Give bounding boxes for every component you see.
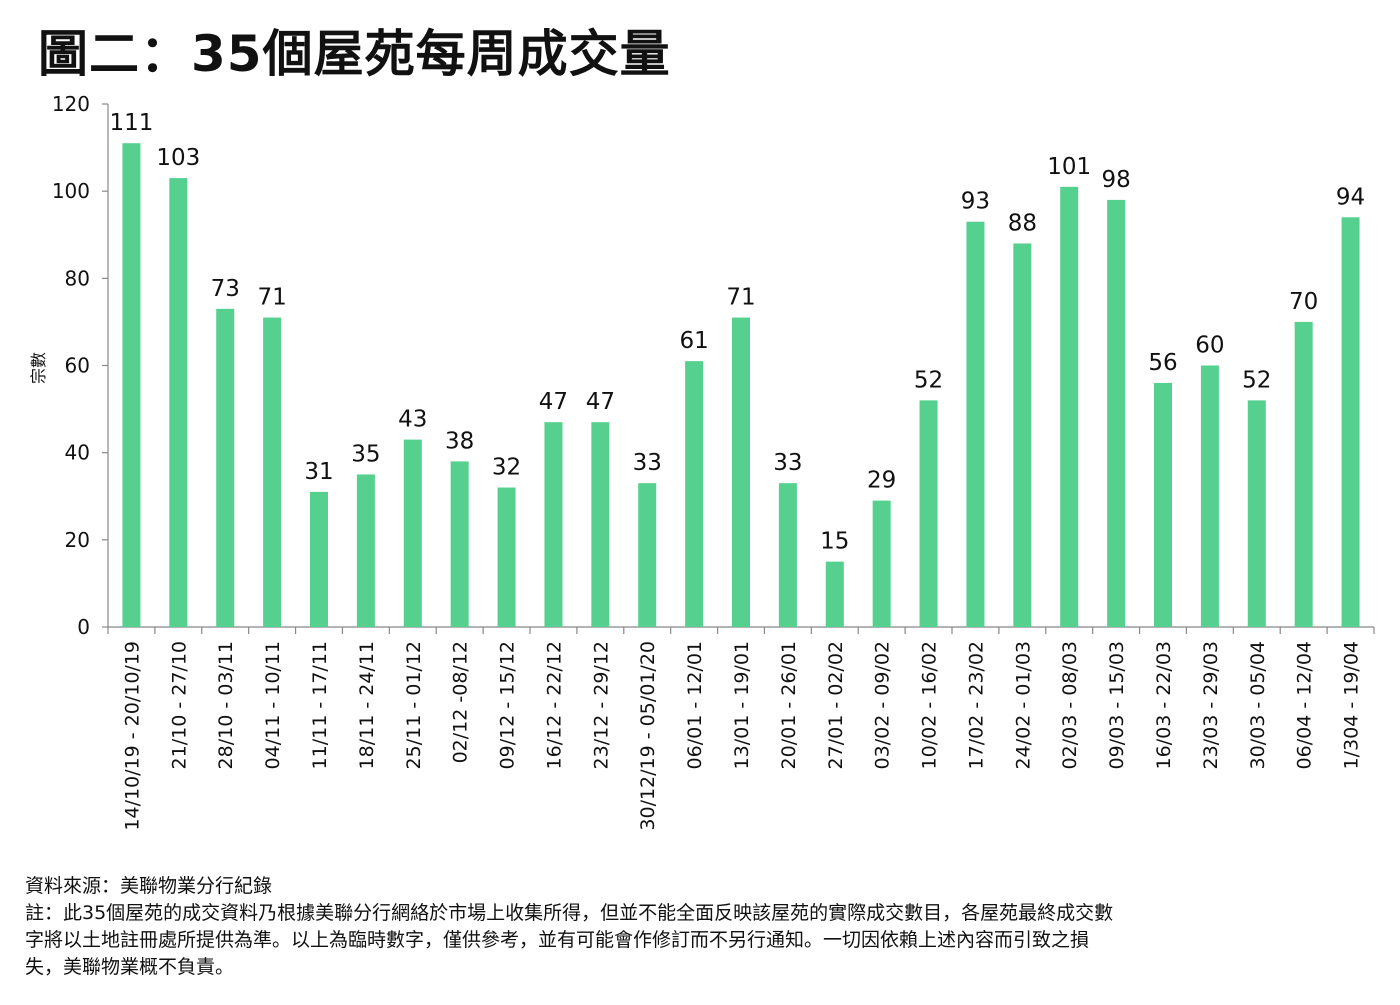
y-tick-label: 80 xyxy=(65,266,90,290)
data-label: 94 xyxy=(1336,184,1365,210)
category-label: 1/304 - 19/04 xyxy=(1341,641,1363,769)
disclaimer-line-3: 失，美聯物業概不負責。 xyxy=(25,956,235,978)
category-label: 20/01 - 26/01 xyxy=(778,641,800,769)
data-label: 103 xyxy=(156,145,200,171)
y-tick-label: 120 xyxy=(52,92,90,116)
bar xyxy=(919,400,938,627)
disclaimer-line-2: 字將以土地註冊處所提供為準。以上為臨時數字，僅供參考，並有可能會作修訂而不另行通… xyxy=(25,929,1090,951)
bar xyxy=(685,361,704,627)
data-label: 52 xyxy=(914,367,943,393)
category-label: 23/12 - 29/12 xyxy=(590,641,612,769)
category-label: 06/04 - 12/04 xyxy=(1294,641,1316,769)
data-label: 29 xyxy=(867,468,896,494)
category-label: 28/10 - 03/11 xyxy=(215,641,237,769)
bar xyxy=(1341,217,1360,628)
category-label: 24/02 - 01/03 xyxy=(1012,641,1034,769)
data-label: 47 xyxy=(586,389,615,415)
category-label: 21/10 - 27/10 xyxy=(168,641,190,769)
bar xyxy=(825,561,844,627)
data-label: 61 xyxy=(679,328,708,354)
category-label: 14/10/19 - 20/10/19 xyxy=(121,641,143,831)
data-label: 31 xyxy=(304,459,333,485)
data-label: 33 xyxy=(633,450,662,476)
data-label: 56 xyxy=(1148,350,1177,376)
category-label: 27/01 - 02/02 xyxy=(825,641,847,769)
bar xyxy=(310,491,328,627)
bar xyxy=(778,483,797,627)
category-label: 06/01 - 12/01 xyxy=(684,641,706,769)
bar xyxy=(1060,186,1079,627)
data-label: 33 xyxy=(773,450,802,476)
chart-title: 圖二：35個屋苑每周成交量 xyxy=(38,25,671,83)
bar xyxy=(1107,199,1126,627)
category-label: 30/03 - 05/04 xyxy=(1247,641,1269,769)
category-label: 09/03 - 15/03 xyxy=(1106,641,1128,769)
data-label: 98 xyxy=(1101,167,1130,193)
data-label: 70 xyxy=(1289,289,1318,315)
data-label: 71 xyxy=(726,285,755,311)
category-label: 09/12 - 15/12 xyxy=(497,641,519,769)
data-label: 15 xyxy=(820,529,849,555)
bar xyxy=(872,500,891,627)
y-tick-label: 20 xyxy=(65,528,90,552)
category-labels: 14/10/19 - 20/10/19 21/10 - 27/10 28/10 - … xyxy=(121,641,1362,831)
data-label: 93 xyxy=(961,189,990,215)
bar xyxy=(1154,382,1172,627)
bar xyxy=(216,308,235,627)
data-label: 35 xyxy=(351,441,380,467)
y-tick-label: 40 xyxy=(65,441,90,465)
y-axis-label: 宗數 xyxy=(29,352,48,384)
bar xyxy=(450,461,469,627)
source-note: 資料來源：美聯物業分行紀錄 xyxy=(25,875,273,897)
category-label: 13/01 - 19/01 xyxy=(731,641,753,769)
bar xyxy=(591,422,610,627)
y-tick-label: 100 xyxy=(52,179,90,203)
bar xyxy=(1247,400,1266,627)
y-tick-label: 60 xyxy=(65,354,90,378)
bar xyxy=(1294,321,1313,627)
bar xyxy=(1200,365,1219,627)
category-label: 02/03 - 08/03 xyxy=(1059,641,1081,769)
bar xyxy=(1013,243,1032,627)
footnote: 資料來源：美聯物業分行紀錄 註：此35個屋苑的成交資料乃根據美聯分行網絡於市場上… xyxy=(25,873,1385,981)
y-tick-label: 0 xyxy=(77,615,90,639)
data-label: 71 xyxy=(257,285,286,311)
bar xyxy=(403,439,422,627)
data-label: 32 xyxy=(492,455,521,481)
bar xyxy=(966,221,985,628)
bar xyxy=(732,317,750,627)
category-label: 11/11 - 17/11 xyxy=(309,641,331,769)
bar xyxy=(356,474,375,627)
bar xyxy=(544,422,563,627)
category-label: 10/02 - 16/02 xyxy=(919,641,941,769)
bar xyxy=(169,178,188,627)
category-label: 25/11 - 01/12 xyxy=(403,641,425,769)
data-label: 52 xyxy=(1242,367,1271,393)
category-label: 16/03 - 22/03 xyxy=(1153,641,1175,769)
bar xyxy=(122,143,141,627)
disclaimer-line-1: 註：此35個屋苑的成交資料乃根據美聯分行網絡於市場上收集所得，但並不能全面反映該… xyxy=(25,902,1114,924)
data-label: 43 xyxy=(398,407,427,433)
bars xyxy=(122,143,1360,628)
data-label: 111 xyxy=(109,110,153,136)
category-label: 02/12 -08/12 xyxy=(450,641,472,763)
data-label: 38 xyxy=(445,428,474,454)
data-label: 88 xyxy=(1008,210,1037,236)
category-label: 17/02 - 23/02 xyxy=(965,641,987,769)
data-label: 101 xyxy=(1047,154,1091,180)
bar xyxy=(263,317,282,627)
data-label: 60 xyxy=(1195,333,1224,359)
category-label: 23/03 - 29/03 xyxy=(1200,641,1222,769)
category-label: 03/02 - 09/02 xyxy=(872,641,894,769)
data-label: 47 xyxy=(539,389,568,415)
category-label: 18/11 - 24/11 xyxy=(356,641,378,769)
category-label: 04/11 - 10/11 xyxy=(262,641,284,769)
category-label: 16/12 - 22/12 xyxy=(543,641,565,769)
category-label: 30/12/19 - 05/01/20 xyxy=(637,641,659,831)
bar xyxy=(638,483,657,627)
bar xyxy=(497,487,516,627)
data-label: 73 xyxy=(211,276,240,302)
